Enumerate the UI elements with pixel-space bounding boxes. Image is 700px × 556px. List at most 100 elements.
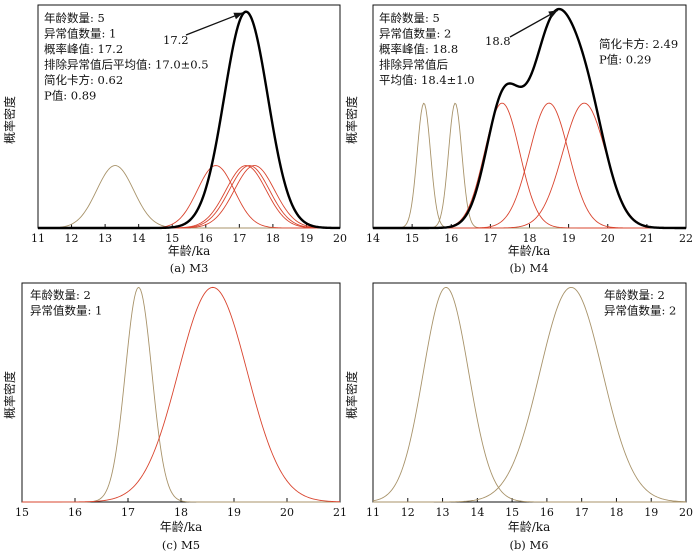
accepted-age-curve: [38, 165, 340, 229]
stat-line: 年龄数量: 5: [379, 11, 440, 25]
outlier-age-curve: [38, 165, 340, 229]
x-tick-label: 19: [299, 232, 313, 245]
stat-line: 排除异常值后平均值: 17.0±0.5: [44, 58, 209, 72]
sum-probability-curve: [373, 7, 686, 230]
peak-label: 18.8: [485, 34, 511, 48]
x-tick-label: 21: [640, 232, 654, 245]
x-tick-label: 18: [174, 506, 188, 519]
stats-text-right: 简化卡方: 2.49 P值: 0.29: [599, 37, 678, 67]
x-tick-label: 20: [679, 506, 693, 519]
x-tick-label: 18: [266, 232, 280, 245]
x-axis-label: 年龄/ka: [168, 244, 210, 258]
curves: [37, 10, 341, 230]
arrow-shaft: [509, 9, 559, 38]
stat-line: 平均值: 18.4±1.0: [379, 73, 475, 87]
accepted-age-curve: [38, 165, 340, 229]
outlier-age-curve: [373, 286, 687, 503]
stat-line: 异常值数量: 2: [604, 304, 676, 318]
x-tick-label: 12: [401, 506, 415, 519]
x-tick-label: 15: [165, 232, 179, 245]
y-axis-label: 概率密度: [2, 96, 17, 144]
x-tick-label: 16: [68, 506, 82, 519]
outlier-age-curve: [373, 102, 686, 229]
x-tick-label: 17: [483, 232, 497, 245]
accepted-age-curve: [38, 165, 340, 229]
x-ticks: 14 15 16 17 18 19 20 21 22: [366, 224, 693, 245]
panel-caption: (c) M5: [162, 538, 200, 552]
x-tick-label: 16: [540, 506, 554, 519]
y-axis-label: 概率密度: [344, 371, 359, 419]
x-tick-label: 15: [405, 232, 419, 245]
curves: [372, 286, 687, 503]
arrow-head: [233, 12, 244, 20]
x-ticks: 15 16 17 18 19 20 21: [15, 498, 347, 519]
stats-text: 年龄数量: 2 异常值数量: 1: [30, 288, 102, 318]
stat-line: 年龄数量: 2: [30, 288, 91, 302]
x-axis-label: 年龄/ka: [508, 244, 550, 258]
x-tick-label: 20: [280, 506, 294, 519]
stat-line: 异常值数量: 2: [379, 27, 451, 41]
accepted-age-curve: [38, 165, 340, 229]
x-tick-label: 18: [609, 506, 623, 519]
outlier-age-curve: [22, 287, 340, 503]
x-tick-label: 21: [333, 506, 347, 519]
stat-line: 概率峰值: 18.8: [379, 42, 458, 56]
stat-line: 年龄数量: 2: [604, 288, 665, 302]
x-tick-label: 15: [15, 506, 29, 519]
x-tick-label: 11: [366, 506, 380, 519]
stat-line: 概率峰值: 17.2: [44, 42, 123, 56]
peak-annotation: 17.2: [163, 12, 244, 47]
stat-line: P值: 0.29: [599, 53, 651, 67]
curves: [373, 7, 686, 230]
accepted-age-curve: [22, 286, 341, 503]
x-tick-label: 11: [31, 232, 45, 245]
panel-caption: (b) M6: [509, 538, 548, 552]
peak-annotation: 18.8: [485, 9, 559, 48]
x-tick-label: 14: [470, 506, 484, 519]
stat-line: 异常值数量: 1: [44, 27, 116, 41]
x-tick-label: 13: [98, 232, 112, 245]
arrow-head: [548, 10, 558, 18]
x-ticks: 11 12 13 14 15 16 17 18 19 20: [366, 498, 693, 519]
panel-m6: 概率密度 年龄/ka (b) M6 11 12 13 14 15 16 17 18 19 20 年…: [344, 282, 693, 552]
x-tick-label: 18: [523, 232, 537, 245]
x-tick-label: 14: [366, 232, 380, 245]
panel-m4: 概率密度 年龄/ka (b) M4 14 15 16 17 18 19 20 21 22 年龄数…: [344, 4, 693, 275]
x-tick-label: 19: [644, 506, 658, 519]
y-axis-label: 概率密度: [2, 371, 17, 419]
stat-line: 异常值数量: 1: [30, 304, 102, 318]
x-tick-label: 12: [65, 232, 79, 245]
x-tick-label: 20: [601, 232, 615, 245]
x-tick-label: 16: [444, 232, 458, 245]
x-tick-label: 14: [132, 232, 146, 245]
y-axis-label: 概率密度: [344, 96, 359, 144]
x-tick-label: 20: [333, 232, 347, 245]
outlier-age-curve: [372, 286, 686, 503]
peak-label: 17.2: [163, 33, 189, 47]
x-axis-label: 年龄/ka: [160, 520, 202, 534]
x-tick-label: 19: [562, 232, 576, 245]
x-tick-label: 15: [505, 506, 519, 519]
stat-line: 排除异常值后: [379, 58, 448, 72]
x-tick-label: 17: [575, 506, 589, 519]
x-tick-label: 22: [679, 232, 693, 245]
x-tick-label: 16: [199, 232, 213, 245]
x-tick-label: 17: [232, 232, 246, 245]
stats-text: 年龄数量: 2 异常值数量: 2: [604, 288, 676, 318]
sum-probability-curve: [37, 10, 341, 230]
curves: [22, 286, 341, 503]
stat-line: P值: 0.89: [44, 89, 96, 103]
x-tick-label: 19: [227, 506, 241, 519]
x-axis-label: 年龄/ka: [508, 520, 550, 534]
panel-m3: 概率密度 年龄/ka (a) M3 11 12 13 14 15 16 17 18 19 20 年…: [2, 4, 347, 275]
stat-line: 年龄数量: 5: [44, 11, 105, 25]
panel-caption: (a) M3: [170, 261, 209, 275]
panel-m5: 概率密度 年龄/ka (c) M5 15 16 17 18 19 20 21 年龄数量: 2…: [2, 282, 347, 552]
arrow-shaft: [185, 12, 244, 36]
x-tick-label: 13: [436, 506, 450, 519]
panel-caption: (b) M4: [509, 261, 548, 275]
stat-line: 简化卡方: 2.49: [599, 37, 678, 51]
